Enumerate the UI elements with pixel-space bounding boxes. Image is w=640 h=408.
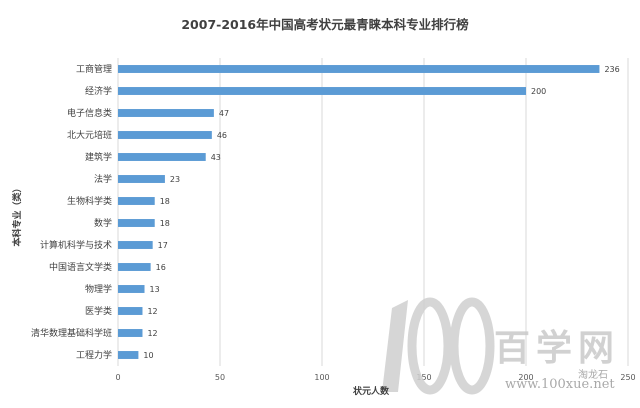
x-tick-label: 100 — [314, 373, 329, 382]
category-label: 医学类 — [85, 305, 112, 317]
category-label: 计算机科学与技术 — [40, 239, 112, 251]
category-label: 工程力学 — [76, 349, 112, 361]
bar — [118, 329, 143, 337]
bar — [118, 197, 155, 205]
data-label: 17 — [158, 241, 168, 250]
category-label: 清华数理基础科学班 — [31, 327, 112, 339]
data-label: 12 — [147, 307, 157, 316]
watermark: 百学网 www.100xue.net 淘龙石 — [382, 297, 620, 395]
bar — [118, 87, 526, 95]
bar — [118, 153, 206, 161]
x-tick-label: 200 — [518, 373, 533, 382]
data-label: 200 — [531, 87, 546, 96]
category-labels: 工商管理经济学电子信息类北大元培班建筑学法学生物科学类数学计算机科学与技术中国语… — [31, 63, 112, 361]
bar — [118, 175, 165, 183]
category-label: 建筑学 — [85, 151, 112, 163]
bar — [118, 285, 145, 293]
x-axis-title: 状元人数 — [353, 385, 390, 397]
x-tick-labels: 0 50 100 150 200 250 — [115, 373, 635, 382]
category-label: 法学 — [94, 173, 112, 185]
data-label: 23 — [170, 175, 180, 184]
bar — [118, 131, 212, 139]
gridlines — [117, 58, 629, 366]
category-label: 数学 — [94, 217, 112, 229]
x-tick-label: 250 — [620, 373, 635, 382]
data-label: 10 — [143, 351, 153, 360]
data-label: 13 — [150, 285, 160, 294]
x-tick-label: 50 — [215, 373, 225, 382]
bars — [118, 65, 600, 359]
data-labels: 236 200 47 46 43 23 18 18 17 16 13 12 12 10 — [143, 65, 619, 360]
data-label: 18 — [160, 219, 170, 228]
watermark-url: www.100xue.net — [505, 377, 615, 392]
bar — [118, 263, 151, 271]
data-label: 18 — [160, 197, 170, 206]
category-label: 北大元培班 — [67, 129, 112, 141]
bar — [118, 219, 155, 227]
y-axis-title: 本科专业（类） — [11, 183, 23, 246]
bar — [118, 241, 153, 249]
data-label: 236 — [604, 65, 619, 74]
bar — [118, 65, 600, 73]
category-label: 工商管理 — [76, 63, 112, 75]
bar — [118, 109, 214, 117]
data-label: 43 — [211, 153, 221, 162]
data-label: 47 — [219, 109, 229, 118]
watermark-text: 百学网 — [494, 327, 620, 369]
data-label: 46 — [217, 131, 227, 140]
x-tick-label: 150 — [416, 373, 431, 382]
watermark-logo — [382, 297, 495, 395]
category-label: 物理学 — [85, 283, 112, 295]
category-label: 电子信息类 — [67, 107, 112, 119]
watermark-site: 淘龙石 — [578, 368, 608, 381]
data-label: 12 — [147, 329, 157, 338]
bar — [118, 307, 143, 315]
category-label: 经济学 — [85, 85, 112, 97]
bar — [118, 351, 139, 359]
category-label: 生物科学类 — [67, 195, 112, 207]
x-tick-label: 0 — [115, 373, 120, 382]
data-label: 16 — [156, 263, 166, 272]
chart-title: 2007-2016年中国高考状元最青睐本科专业排行榜 — [181, 17, 469, 32]
category-label: 中国语言文学类 — [49, 261, 112, 273]
